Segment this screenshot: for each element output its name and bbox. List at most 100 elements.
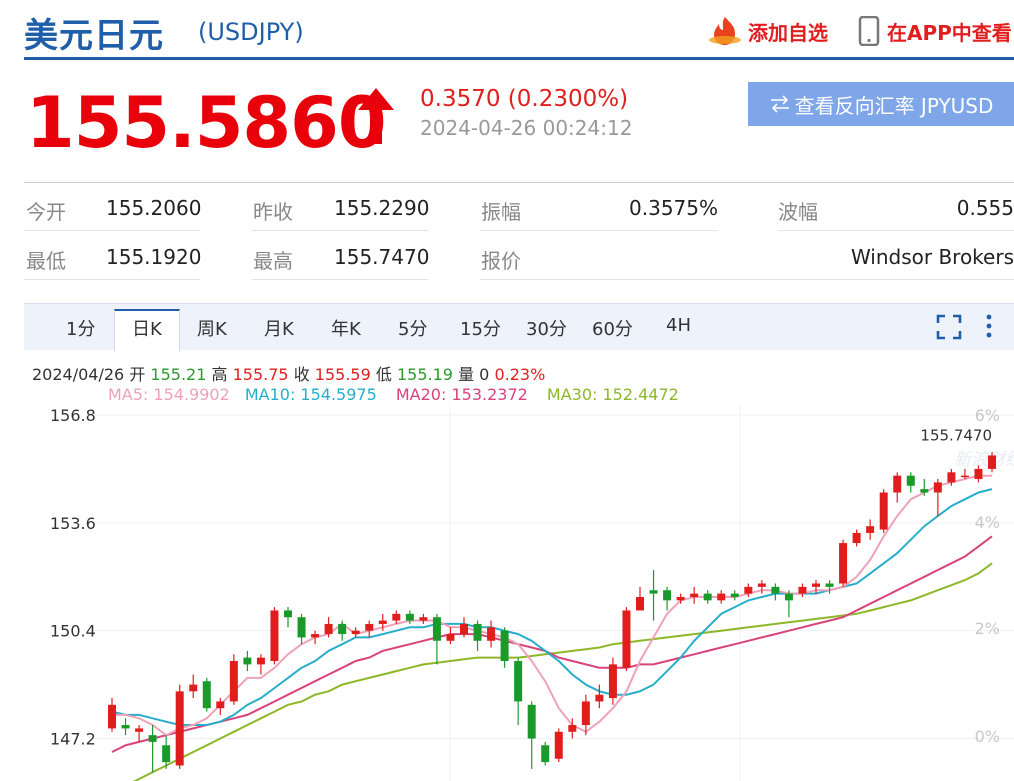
candle-body [378, 620, 387, 624]
reverse-rate-label: 查看反向汇率 JPYUSD [794, 93, 994, 118]
tab-15min[interactable]: 15分 [460, 319, 501, 340]
quote-source-label: 报价 [481, 249, 521, 273]
candle-body [812, 583, 820, 587]
candle-body [175, 691, 184, 766]
tab-1min[interactable]: 1分 [66, 319, 96, 340]
add-watchlist-label: 添加自选 [748, 20, 828, 45]
candle-body [527, 704, 536, 739]
candle-body [690, 593, 699, 597]
candle-body [960, 475, 969, 478]
chart-grid [94, 405, 1014, 781]
candle-body [229, 661, 238, 702]
candle-body [988, 455, 996, 469]
ma10-value: MA10: 154.5975 [244, 385, 377, 404]
y-tick-label: 147.2 [50, 730, 96, 749]
candle-body [906, 475, 915, 486]
wave-label: 波幅 [778, 200, 818, 224]
candle-body [270, 610, 279, 662]
candle-body [419, 617, 428, 621]
ma20-line [111, 535, 993, 753]
tab-yearly[interactable]: 年K [331, 319, 361, 340]
fullscreen-icon[interactable] [936, 314, 962, 340]
candle-body [135, 728, 144, 732]
stats-row-divider [252, 279, 428, 280]
candle-body [744, 586, 753, 594]
info-low: 155.19 [396, 365, 453, 384]
candle-body [649, 590, 658, 594]
candle-body [581, 701, 590, 726]
tab-5min[interactable]: 5分 [398, 319, 428, 340]
ma-info: MA5: 154.9902 MA10: 154.5975 MA20: 153.2… [108, 385, 679, 404]
page-title: 美元日元 [24, 16, 164, 56]
candle-body [473, 623, 482, 641]
candle-body [338, 623, 347, 635]
stats-row-divider [480, 230, 718, 231]
ma-lines [111, 474, 993, 781]
phone-icon [858, 16, 880, 46]
pct-tick-label: 4% [975, 513, 1000, 532]
candle-body [162, 745, 171, 763]
high-value: 155.7470 [334, 245, 430, 269]
tab-daily[interactable]: 日K [132, 319, 162, 340]
candle-body [392, 613, 401, 621]
ma5-line [112, 474, 992, 737]
tab-monthly[interactable]: 月K [264, 319, 294, 340]
info-date: 2024/04/26 [32, 365, 125, 384]
more-icon[interactable] [982, 313, 996, 341]
candle-body [703, 593, 712, 601]
ma10-line [111, 488, 993, 726]
candle-body [784, 593, 793, 601]
candle-body [933, 482, 942, 493]
pct-tick-label: 0% [975, 727, 1000, 746]
info-vol-label: 量 [458, 365, 475, 384]
candle-body [460, 623, 468, 635]
tab-30min[interactable]: 30分 [526, 319, 567, 340]
swap-icon [770, 95, 789, 113]
candle-body [730, 593, 739, 597]
tab-weekly[interactable]: 周K [197, 319, 227, 340]
candle-body [514, 661, 523, 702]
stats-row-divider [24, 230, 200, 231]
candle-body [879, 492, 888, 530]
view-in-app-button[interactable]: 在APP中查看 [858, 16, 1012, 46]
candle-body [256, 657, 265, 665]
candle-body [554, 731, 563, 759]
candle-body [148, 735, 157, 742]
chart-tabs: 1分 日K 周K 月K 年K 5分 15分 30分 60分 4H [24, 303, 1014, 352]
info-high: 155.75 [232, 365, 289, 384]
pct-tick-label: 6% [975, 406, 1000, 425]
active-tab-indicator [114, 309, 180, 352]
prev-close-label: 昨收 [253, 200, 293, 224]
candle-body [717, 593, 726, 601]
candle-body [121, 725, 130, 729]
candles [108, 452, 996, 773]
wave-value: 0.555 [956, 196, 1014, 220]
ma5-value: MA5: 154.9902 [108, 385, 230, 404]
ohlc-info: 2024/04/26 开 155.21 高 155.75 收 155.59 低 … [32, 361, 545, 385]
info-high-label: 高 [211, 365, 228, 384]
candle-body [947, 472, 956, 483]
tab-4h[interactable]: 4H [666, 315, 691, 336]
info-open: 155.21 [150, 365, 207, 384]
price-change: 0.3570 (0.2300%) [420, 86, 629, 112]
candle-body [663, 590, 672, 601]
candle-body [405, 613, 414, 621]
info-close-label: 收 [293, 365, 310, 384]
candle-body [541, 745, 550, 763]
y-tick-label: 153.6 [50, 514, 96, 533]
tab-60min[interactable]: 60分 [592, 319, 633, 340]
candle-body [365, 623, 374, 631]
view-in-app-label: 在APP中查看 [887, 20, 1012, 45]
reverse-rate-button[interactable]: 查看反向汇率 JPYUSD [748, 82, 1014, 126]
stats-divider [24, 182, 1014, 183]
candle-body [351, 630, 360, 635]
y-tick-label: 156.8 [50, 406, 96, 425]
kline-chart[interactable]: 新浪财经 156.8 153.6 150.4 147.2 6% 4% 2% 0% 155.747… [24, 405, 1014, 781]
candle-body [446, 634, 455, 641]
prev-close-value: 155.2290 [334, 196, 430, 220]
add-watchlist-button[interactable]: 添加自选 [708, 16, 828, 46]
candle-body [676, 596, 685, 601]
low-value: 155.1920 [106, 245, 202, 269]
quote-source-value: Windsor Brokers [850, 245, 1014, 269]
candle-body [595, 694, 604, 702]
